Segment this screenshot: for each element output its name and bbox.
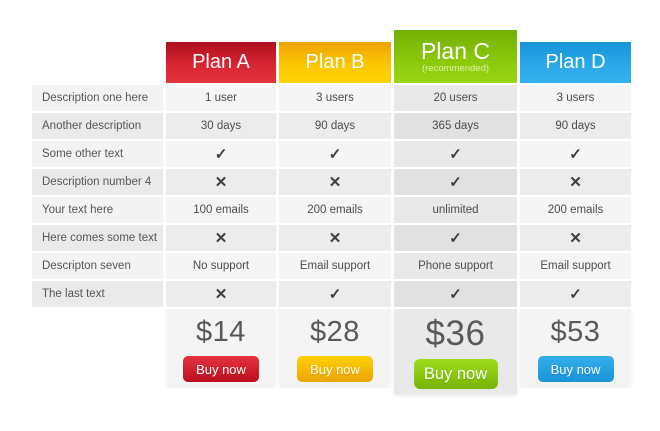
plan-c-recommended-badge: (recommended) — [421, 63, 490, 75]
buy-now-button-plan-b[interactable]: Buy now — [297, 356, 373, 382]
plan-c-cell-8: ✓ — [394, 281, 517, 307]
buy-now-button-plan-c[interactable]: Buy now — [413, 359, 498, 389]
plan-a-cell-2: 30 days — [166, 113, 276, 139]
plan-d-cell-4: ✕ — [520, 169, 631, 195]
plan-c-price: $36 — [425, 314, 486, 353]
plan-d-header: Plan D — [520, 42, 631, 83]
plan-c-cell-4: ✓ — [394, 169, 517, 195]
feature-label-row-7: Descripton seven — [32, 253, 163, 279]
plan-c-cell-3: ✓ — [394, 141, 517, 167]
feature-labels-column: Description one here Another description… — [32, 85, 163, 394]
plan-b-cell-1: 3 users — [279, 85, 391, 111]
plan-a-cell-1: 1 user — [166, 85, 276, 111]
plan-a-price: $14 — [196, 316, 246, 348]
plan-d-column: Plan D 3 users 90 days ✓ ✕ 200 emails ✕ … — [520, 30, 631, 394]
plan-b-cell-4: ✕ — [279, 169, 391, 195]
plan-d-cell-8: ✓ — [520, 281, 631, 307]
feature-label-row-3: Some other text — [32, 141, 163, 167]
plan-d-price-area: $53 Buy now — [520, 309, 631, 385]
plan-c-cell-6: ✓ — [394, 225, 517, 251]
feature-label-row-1: Description one here — [32, 85, 163, 111]
plan-a-cell-8: ✕ — [166, 281, 276, 307]
plan-b-price-area: $28 Buy now — [279, 309, 391, 385]
plan-b-cell-6: ✕ — [279, 225, 391, 251]
plan-d-cell-7: Email support — [520, 253, 631, 279]
plan-a-header: Plan A — [166, 42, 276, 83]
plan-b-cell-3: ✓ — [279, 141, 391, 167]
plan-b-cell-5: 200 emails — [279, 197, 391, 223]
plan-d-cell-1: 3 users — [520, 85, 631, 111]
plan-c-price-area: $36 Buy now — [394, 309, 517, 394]
plan-c-column: Plan C (recommended) 20 users 365 days ✓… — [394, 30, 517, 394]
plan-a-column: Plan A 1 user 30 days ✓ ✕ 100 emails ✕ N… — [166, 30, 276, 394]
feature-label-row-4: Description number 4 — [32, 169, 163, 195]
buy-now-button-plan-d[interactable]: Buy now — [537, 356, 614, 382]
plan-a-title: Plan A — [192, 51, 250, 73]
plan-b-price: $28 — [310, 316, 360, 348]
plan-c-cell-1: 20 users — [394, 85, 517, 111]
plan-a-price-area: $14 Buy now — [166, 309, 276, 385]
plan-d-cell-2: 90 days — [520, 113, 631, 139]
feature-label-row-6: Here comes some text — [32, 225, 163, 251]
plan-d-title: Plan D — [545, 51, 606, 73]
plan-b-column: Plan B 3 users 90 days ✓ ✕ 200 emails ✕ … — [279, 30, 391, 394]
feature-label-row-5: Your text here — [32, 197, 163, 223]
feature-label-row-2: Another description — [32, 113, 163, 139]
plan-c-header: Plan C (recommended) — [394, 30, 517, 83]
plan-b-cell-2: 90 days — [279, 113, 391, 139]
plan-c-title: Plan C — [420, 37, 491, 64]
plan-d-cell-5: 200 emails — [520, 197, 631, 223]
plan-b-header: Plan B — [279, 42, 391, 83]
plan-d-cell-3: ✓ — [520, 141, 631, 167]
plan-a-cell-5: 100 emails — [166, 197, 276, 223]
plan-c-cell-7: Phone support — [394, 253, 517, 279]
plan-b-cell-7: Email support — [279, 253, 391, 279]
plan-a-cell-7: No support — [166, 253, 276, 279]
feature-label-row-8: The last text — [32, 281, 163, 307]
pricing-table: Description one here Another description… — [32, 30, 631, 394]
plan-c-cell-2: 365 days — [394, 113, 517, 139]
plan-d-cell-6: ✕ — [520, 225, 631, 251]
plan-a-cell-3: ✓ — [166, 141, 276, 167]
buy-now-button-plan-a[interactable]: Buy now — [183, 356, 259, 382]
plan-b-cell-8: ✓ — [279, 281, 391, 307]
plan-b-title: Plan B — [305, 51, 365, 73]
plan-c-cell-5: unlimited — [394, 197, 517, 223]
plan-d-price: $53 — [550, 316, 601, 348]
plan-a-cell-4: ✕ — [166, 169, 276, 195]
plan-a-cell-6: ✕ — [166, 225, 276, 251]
